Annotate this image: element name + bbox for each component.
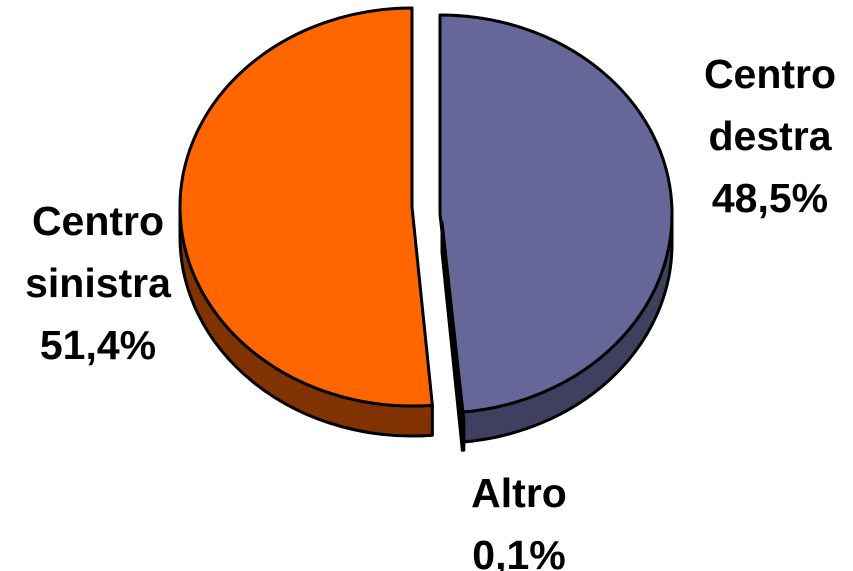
slice-name-label: Altro [471,470,567,516]
slice-value-label: 48,5% [712,175,828,221]
slice-name-label: sinistra [25,260,172,306]
slice-label-centro-sinistra: Centro sinistra 51,4% [25,198,172,368]
slice-label-centro-destra: Centro destra 48,5% [704,51,836,221]
slice-value-label: 51,4% [40,322,156,368]
pie-slice-altro [440,220,466,422]
slice-name-label: destra [708,113,832,159]
slice-name-label: Centro [32,198,164,244]
pie-slices [178,6,674,422]
slice-name-label: Centro [704,51,836,97]
slice-value-label: 0,1% [472,532,565,571]
slice-labels: Centro destra 48,5% Altro 0,1% Centro sinistra… [25,51,836,571]
pie-slice-centro-destra [438,13,674,414]
slice-label-altro: Altro 0,1% [471,470,567,571]
pie-slice-centro-sinistra [178,6,434,408]
